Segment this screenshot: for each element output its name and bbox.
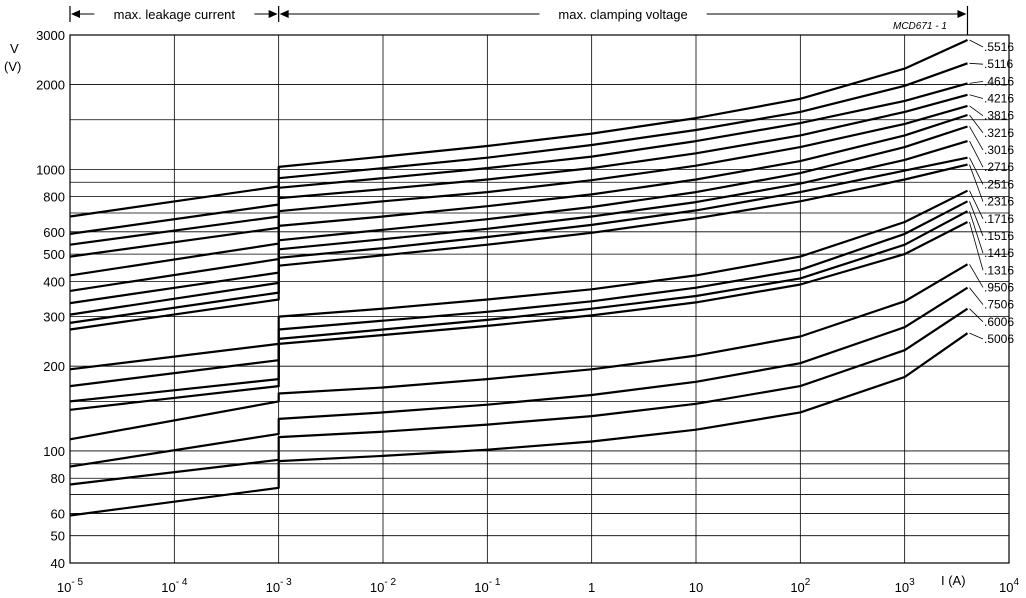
series-label: .3016: [984, 143, 1014, 157]
series-leader: [969, 308, 984, 323]
series-leader: [969, 126, 984, 151]
y-tick-label: 80: [51, 471, 65, 486]
series-label: .5516: [984, 40, 1014, 54]
series-label: .1316: [984, 263, 1014, 277]
series-label: .4616: [984, 74, 1014, 88]
series-leader: [969, 201, 984, 237]
x-tick-label: 1: [588, 580, 595, 595]
series-label: .4216: [984, 92, 1014, 106]
x-tick-label: 104: [999, 577, 1019, 595]
series-leader: [969, 190, 984, 219]
series-label: .2316: [984, 195, 1014, 209]
y-tick-label: 50: [51, 529, 65, 544]
series-leader: [969, 140, 984, 168]
region-arrowhead: [957, 10, 967, 18]
x-tick-label: 102: [790, 577, 810, 595]
y-tick-label: 400: [43, 274, 65, 289]
series-label: .2516: [984, 177, 1014, 191]
series-curve: [69, 263, 969, 441]
region-header: max. leakage current max. clamping voltag…: [69, 6, 969, 35]
y-tick-label: 2000: [36, 78, 65, 93]
series-label: .3216: [984, 126, 1014, 140]
series-curve: [69, 221, 969, 411]
region-label: max. clamping voltage: [558, 7, 687, 22]
series-curve: [69, 38, 968, 218]
series-label: .1516: [984, 229, 1014, 243]
series-leader: [969, 105, 984, 117]
x-tick-label: 10: [689, 580, 703, 595]
y-tick-label: 600: [43, 225, 65, 240]
series-leader: [969, 114, 984, 134]
series-leader: [969, 164, 984, 202]
region-arrowhead: [71, 10, 80, 18]
axes: V (V) I (A) MCD671 - 1 40 50 60 80 100 200 300…: [4, 21, 1019, 595]
x-axis-label: I (A): [941, 573, 966, 588]
grid: [69, 34, 1010, 564]
series-curve: [69, 286, 969, 468]
x-tick-label: 10- 4: [161, 577, 188, 595]
series-label: .3816: [984, 109, 1014, 123]
x-tick-label: 10- 2: [370, 577, 397, 595]
y-axis-unit: (V): [4, 59, 21, 74]
series-curve: [69, 104, 968, 277]
y-tick-label: 300: [43, 310, 65, 325]
series-label: .9506: [984, 280, 1014, 294]
series-curve: [69, 210, 969, 403]
series-leader: [969, 94, 984, 99]
series-leader: [969, 287, 984, 305]
y-tick-label: 800: [43, 190, 65, 205]
series-labels: .5516 .5116 .4616 .4216 .3816 .3216 .3016 .2716…: [969, 39, 1014, 346]
series-label: .6006: [984, 315, 1014, 329]
series-leader: [969, 157, 984, 185]
x-tick-label: 10- 3: [266, 577, 293, 595]
y-tick-label: 3000: [36, 28, 65, 43]
y-tick-label: 1000: [36, 162, 65, 177]
series-leader: [969, 80, 984, 84]
y-tick-label: 60: [51, 506, 65, 521]
series-curve: [69, 307, 969, 486]
plot-frame: [69, 34, 1010, 564]
series-curve: [69, 332, 969, 517]
y-axis-label: V: [10, 41, 19, 56]
x-tick-label: 10- 1: [474, 577, 501, 595]
series-leader: [969, 264, 984, 288]
series-leader: [969, 39, 984, 48]
x-tick-label: 10- 5: [57, 577, 84, 595]
y-tick-label: 40: [51, 556, 65, 571]
region-arrowhead: [279, 10, 289, 18]
curves: [69, 38, 969, 517]
series-label: .5116: [984, 57, 1013, 71]
series-label: .2716: [984, 160, 1014, 174]
series-curve: [69, 189, 968, 371]
region-arrowhead: [268, 10, 278, 18]
series-leader: [969, 332, 984, 340]
series-leader: [969, 211, 984, 254]
series-leader: [969, 221, 984, 271]
y-tick-label: 100: [43, 444, 65, 459]
y-tick-label: 200: [43, 359, 65, 374]
series-curve: [69, 140, 968, 316]
region-label: max. leakage current: [114, 7, 236, 22]
series-label: .5006: [984, 332, 1014, 346]
series-label: .1416: [984, 246, 1014, 260]
figure-code: MCD671 - 1: [893, 21, 947, 32]
series-label: .7506: [984, 298, 1014, 312]
series-curve: [69, 163, 968, 331]
series-leader: [969, 62, 984, 65]
series-label: .1716: [984, 212, 1014, 226]
y-tick-label: 500: [43, 247, 65, 262]
x-tick-label: 103: [895, 577, 915, 595]
